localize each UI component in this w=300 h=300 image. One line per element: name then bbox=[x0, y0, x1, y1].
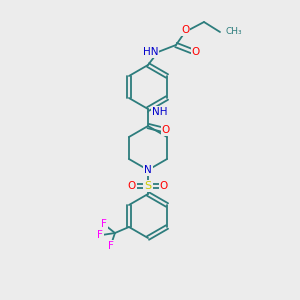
Text: N: N bbox=[144, 165, 152, 175]
Text: O: O bbox=[128, 181, 136, 191]
Text: CH₃: CH₃ bbox=[225, 28, 242, 37]
Text: HN: HN bbox=[142, 47, 158, 57]
Text: O: O bbox=[192, 47, 200, 57]
Text: NH: NH bbox=[152, 107, 167, 117]
Text: F: F bbox=[97, 230, 103, 240]
Text: O: O bbox=[160, 181, 168, 191]
Text: F: F bbox=[108, 241, 114, 251]
Text: O: O bbox=[162, 125, 170, 135]
Text: F: F bbox=[101, 219, 107, 229]
Text: O: O bbox=[181, 25, 189, 35]
Text: S: S bbox=[144, 181, 152, 191]
